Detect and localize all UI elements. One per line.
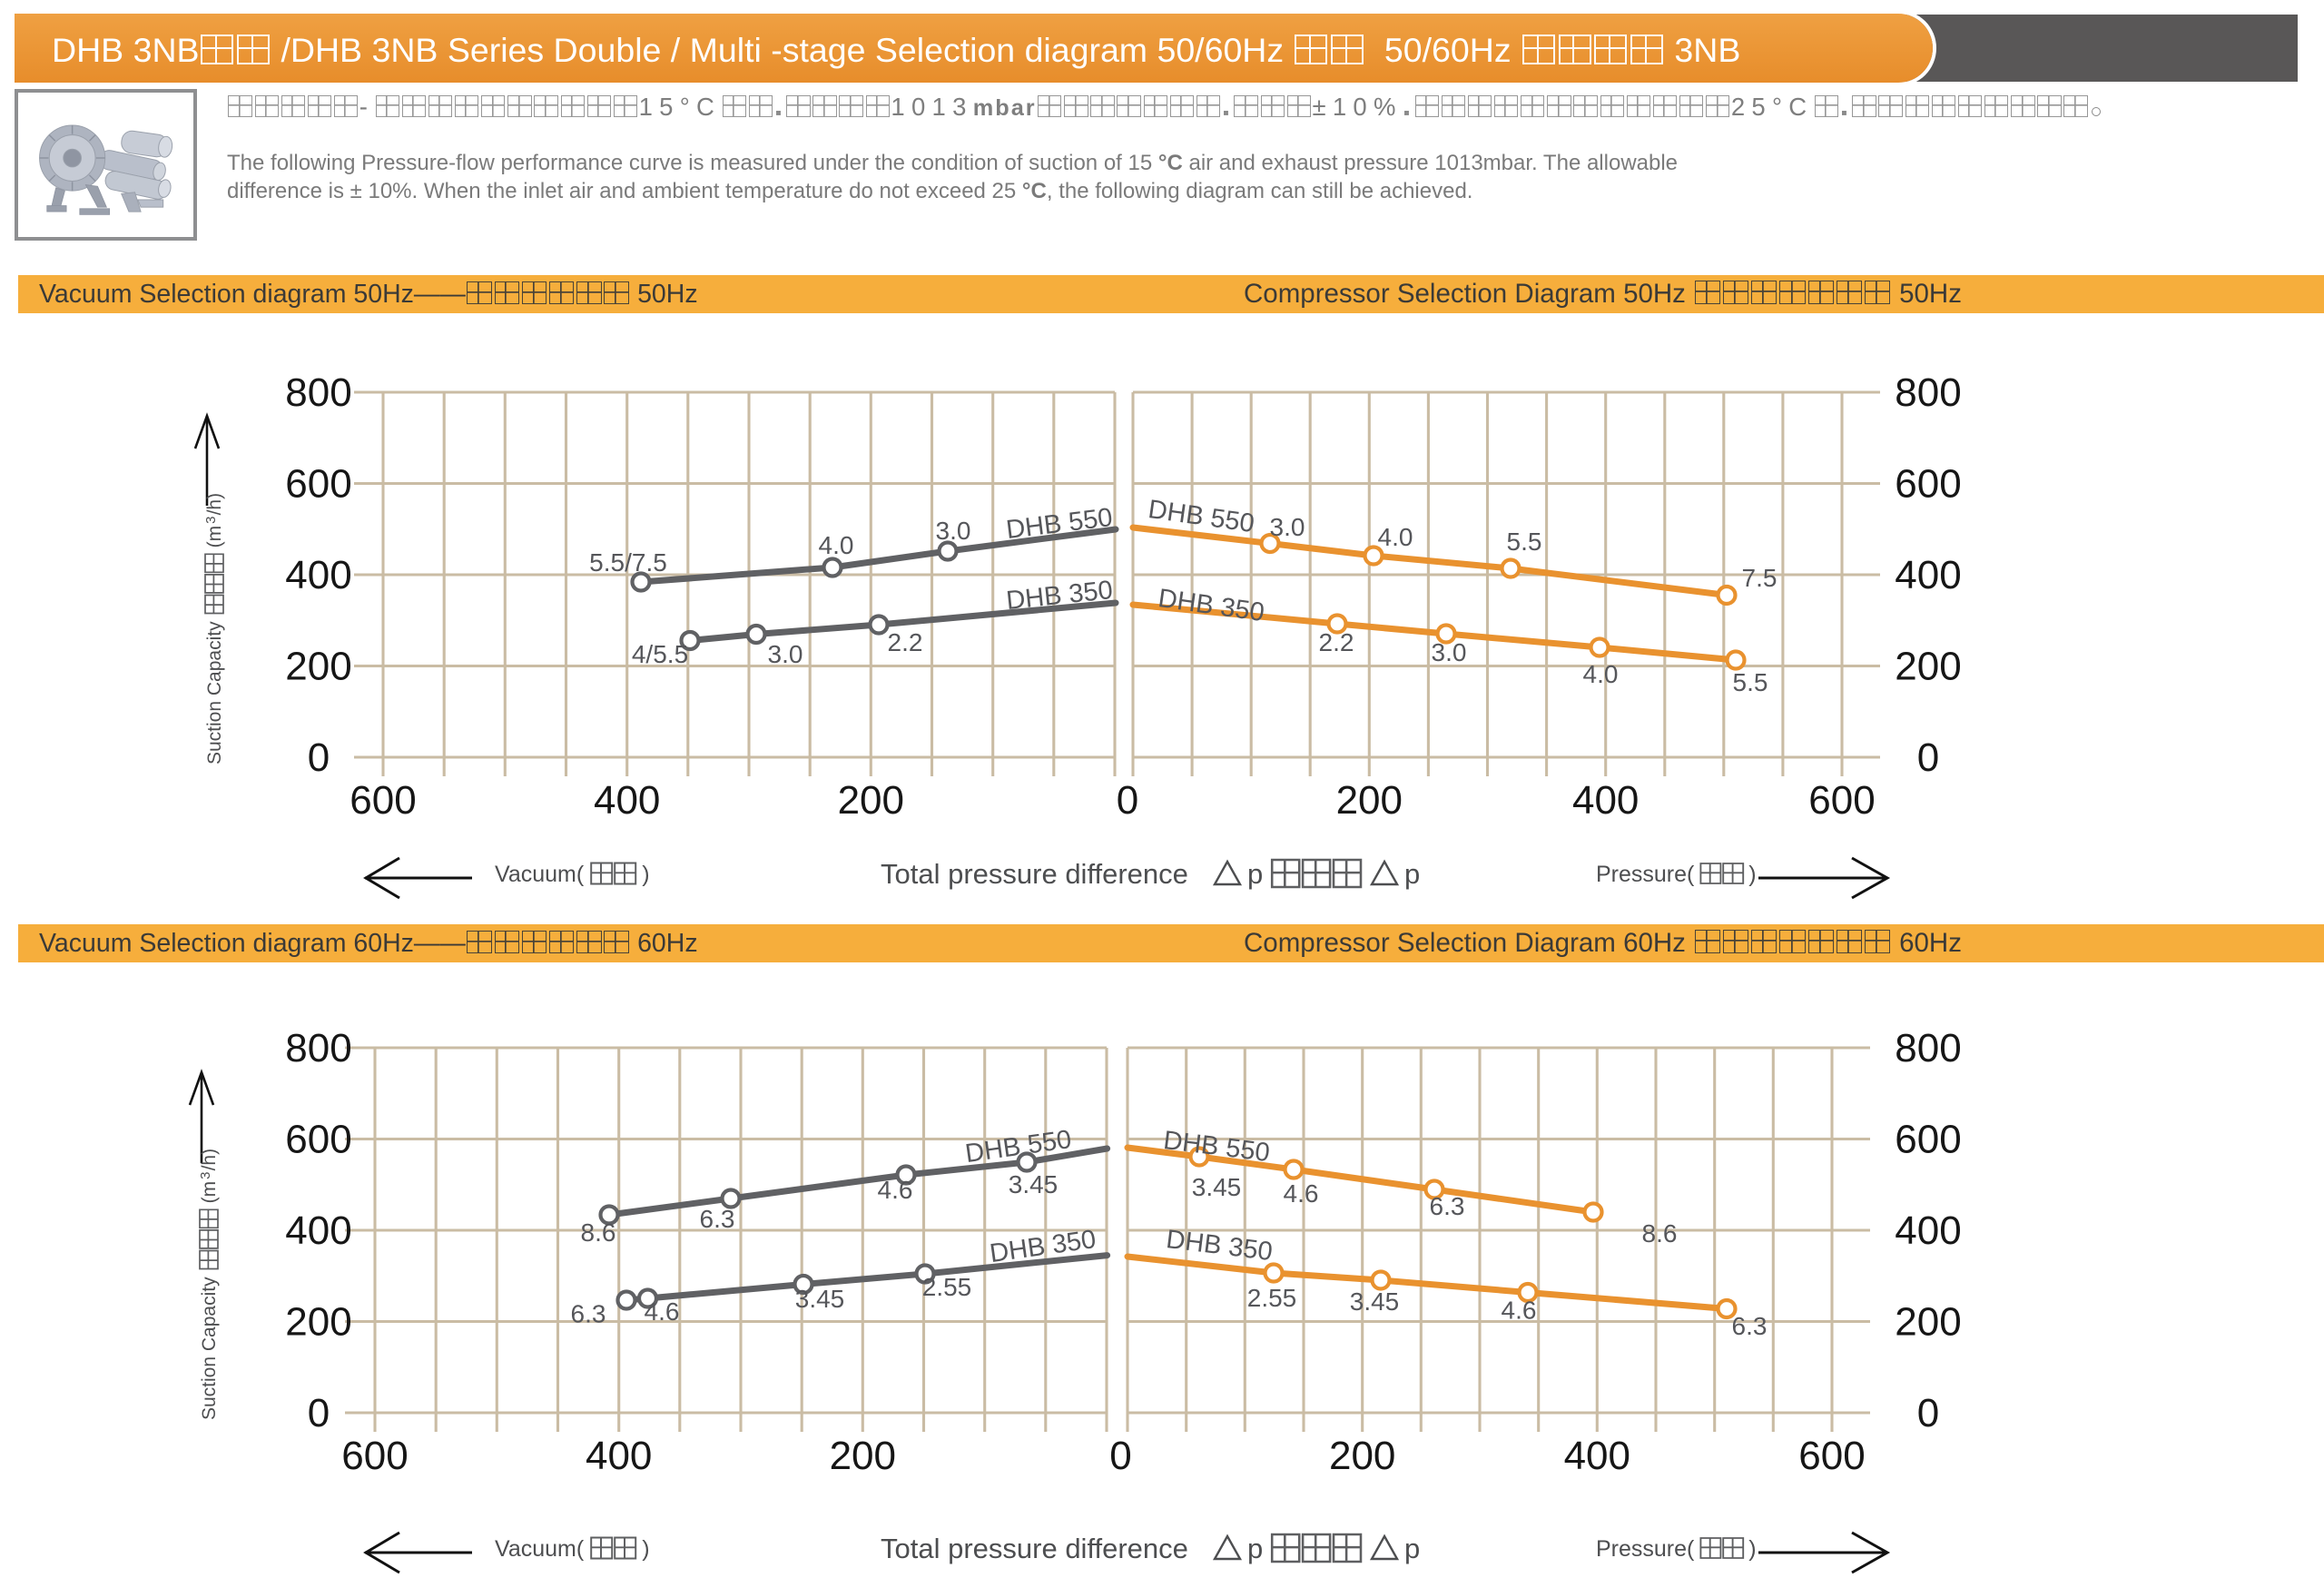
svg-text:400: 400 — [1895, 1208, 1961, 1253]
svg-text:200: 200 — [830, 1434, 896, 1478]
svg-text:3.45: 3.45 — [1192, 1173, 1242, 1201]
svg-text:2.2: 2.2 — [1319, 628, 1354, 656]
svg-text:600: 600 — [285, 462, 351, 507]
svg-text:600: 600 — [341, 1434, 408, 1478]
svg-text:3.0: 3.0 — [936, 517, 971, 545]
svg-text:): ) — [642, 862, 649, 887]
svg-text:/h): /h) — [199, 1149, 220, 1171]
svg-text:4.6: 4.6 — [645, 1297, 680, 1326]
svg-text:4.6: 4.6 — [1284, 1179, 1319, 1208]
svg-text:Total pressure difference: Total pressure difference — [881, 858, 1188, 890]
svg-text:Total pressure difference: Total pressure difference — [881, 1533, 1188, 1564]
svg-text:400: 400 — [586, 1434, 652, 1478]
svg-text:p: p — [1404, 858, 1420, 890]
svg-text:400: 400 — [594, 778, 660, 823]
svg-text:400: 400 — [285, 553, 351, 597]
svg-text:): ) — [1748, 862, 1756, 887]
svg-text:0: 0 — [1117, 778, 1138, 823]
svg-text:8.6: 8.6 — [581, 1218, 616, 1247]
svg-text:200: 200 — [1895, 645, 1961, 689]
svg-text:200: 200 — [1336, 778, 1403, 823]
svg-text:3.45: 3.45 — [1350, 1287, 1400, 1316]
svg-text:800: 800 — [285, 370, 351, 415]
svg-text:800: 800 — [1895, 1026, 1961, 1070]
svg-text:): ) — [642, 1536, 649, 1562]
svg-text:): ) — [1748, 1536, 1756, 1562]
svg-text:7.5: 7.5 — [1742, 564, 1777, 592]
svg-text:600: 600 — [1895, 1118, 1961, 1162]
svg-text:3.0: 3.0 — [1270, 513, 1305, 541]
svg-text:600: 600 — [350, 778, 416, 823]
svg-text:5.5: 5.5 — [1733, 668, 1768, 696]
svg-text:400: 400 — [285, 1208, 351, 1253]
svg-text:Suction Capacity: Suction Capacity — [204, 621, 225, 764]
svg-text:p: p — [1404, 1533, 1420, 1564]
svg-text:6.3: 6.3 — [571, 1300, 606, 1328]
svg-text:0: 0 — [308, 1391, 330, 1435]
svg-text:400: 400 — [1572, 778, 1639, 823]
svg-text:600: 600 — [1798, 1434, 1865, 1478]
svg-text:4.0: 4.0 — [1378, 523, 1413, 551]
svg-text:Pressure(: Pressure( — [1596, 1536, 1695, 1562]
svg-text:Suction Capacity: Suction Capacity — [199, 1277, 220, 1420]
svg-text:400: 400 — [1564, 1434, 1630, 1478]
svg-text:4/5.5: 4/5.5 — [632, 640, 688, 668]
svg-text:600: 600 — [1895, 462, 1961, 507]
svg-text:8.6: 8.6 — [1642, 1219, 1678, 1248]
svg-text:0: 0 — [1109, 1434, 1131, 1478]
svg-text:5.5/7.5: 5.5/7.5 — [589, 548, 667, 577]
svg-text:2.55: 2.55 — [922, 1273, 972, 1301]
svg-text:5.5: 5.5 — [1507, 528, 1542, 556]
svg-text:200: 200 — [1329, 1434, 1395, 1478]
svg-text:3: 3 — [203, 516, 219, 523]
svg-text:0: 0 — [1917, 735, 1939, 780]
svg-text:200: 200 — [285, 645, 351, 689]
svg-text:Pressure(: Pressure( — [1596, 862, 1695, 887]
svg-text:(m: (m — [204, 526, 225, 548]
svg-text:600: 600 — [285, 1118, 351, 1162]
svg-text:200: 200 — [838, 778, 904, 823]
svg-text:6.3: 6.3 — [700, 1205, 735, 1233]
svg-text:600: 600 — [1808, 778, 1875, 823]
svg-text:3.45: 3.45 — [1009, 1170, 1059, 1198]
svg-text:(m: (m — [199, 1181, 220, 1204]
svg-text:/h): /h) — [204, 493, 225, 516]
svg-text:0: 0 — [308, 735, 330, 780]
svg-text:200: 200 — [1895, 1300, 1961, 1345]
svg-text:p: p — [1247, 858, 1263, 890]
svg-text:2.2: 2.2 — [888, 628, 923, 656]
svg-text:4.0: 4.0 — [1583, 660, 1619, 688]
svg-text:4.0: 4.0 — [819, 531, 854, 559]
svg-text:800: 800 — [285, 1026, 351, 1070]
svg-text:Vacuum(: Vacuum( — [495, 862, 585, 887]
svg-text:3.0: 3.0 — [768, 640, 803, 668]
svg-text:p: p — [1247, 1533, 1263, 1564]
svg-text:200: 200 — [285, 1300, 351, 1345]
svg-text:800: 800 — [1895, 370, 1961, 415]
svg-text:400: 400 — [1895, 553, 1961, 597]
svg-text:6.3: 6.3 — [1732, 1312, 1768, 1340]
svg-text:Vacuum(: Vacuum( — [495, 1536, 585, 1562]
svg-text:0: 0 — [1917, 1391, 1939, 1435]
svg-text:3: 3 — [198, 1171, 213, 1179]
svg-text:4.6: 4.6 — [1502, 1297, 1537, 1325]
svg-text:2.55: 2.55 — [1247, 1284, 1297, 1312]
svg-text:6.3: 6.3 — [1430, 1192, 1465, 1220]
svg-text:4.6: 4.6 — [878, 1176, 913, 1204]
svg-text:3.0: 3.0 — [1432, 638, 1467, 666]
svg-text:3.45: 3.45 — [795, 1285, 845, 1313]
